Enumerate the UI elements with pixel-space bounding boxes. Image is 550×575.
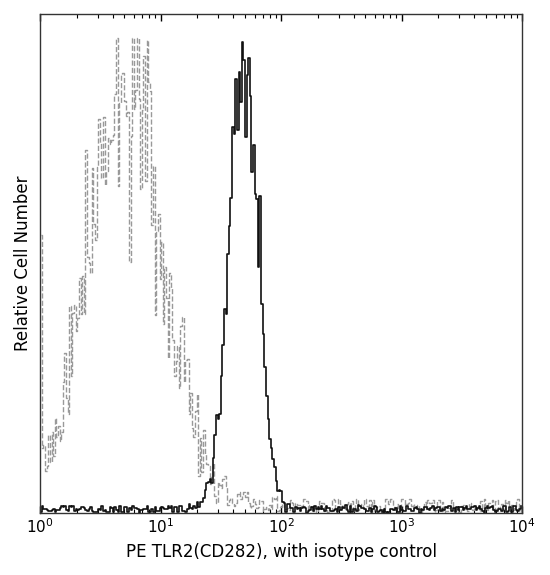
Y-axis label: Relative Cell Number: Relative Cell Number <box>14 175 32 351</box>
X-axis label: PE TLR2(CD282), with isotype control: PE TLR2(CD282), with isotype control <box>126 543 437 561</box>
